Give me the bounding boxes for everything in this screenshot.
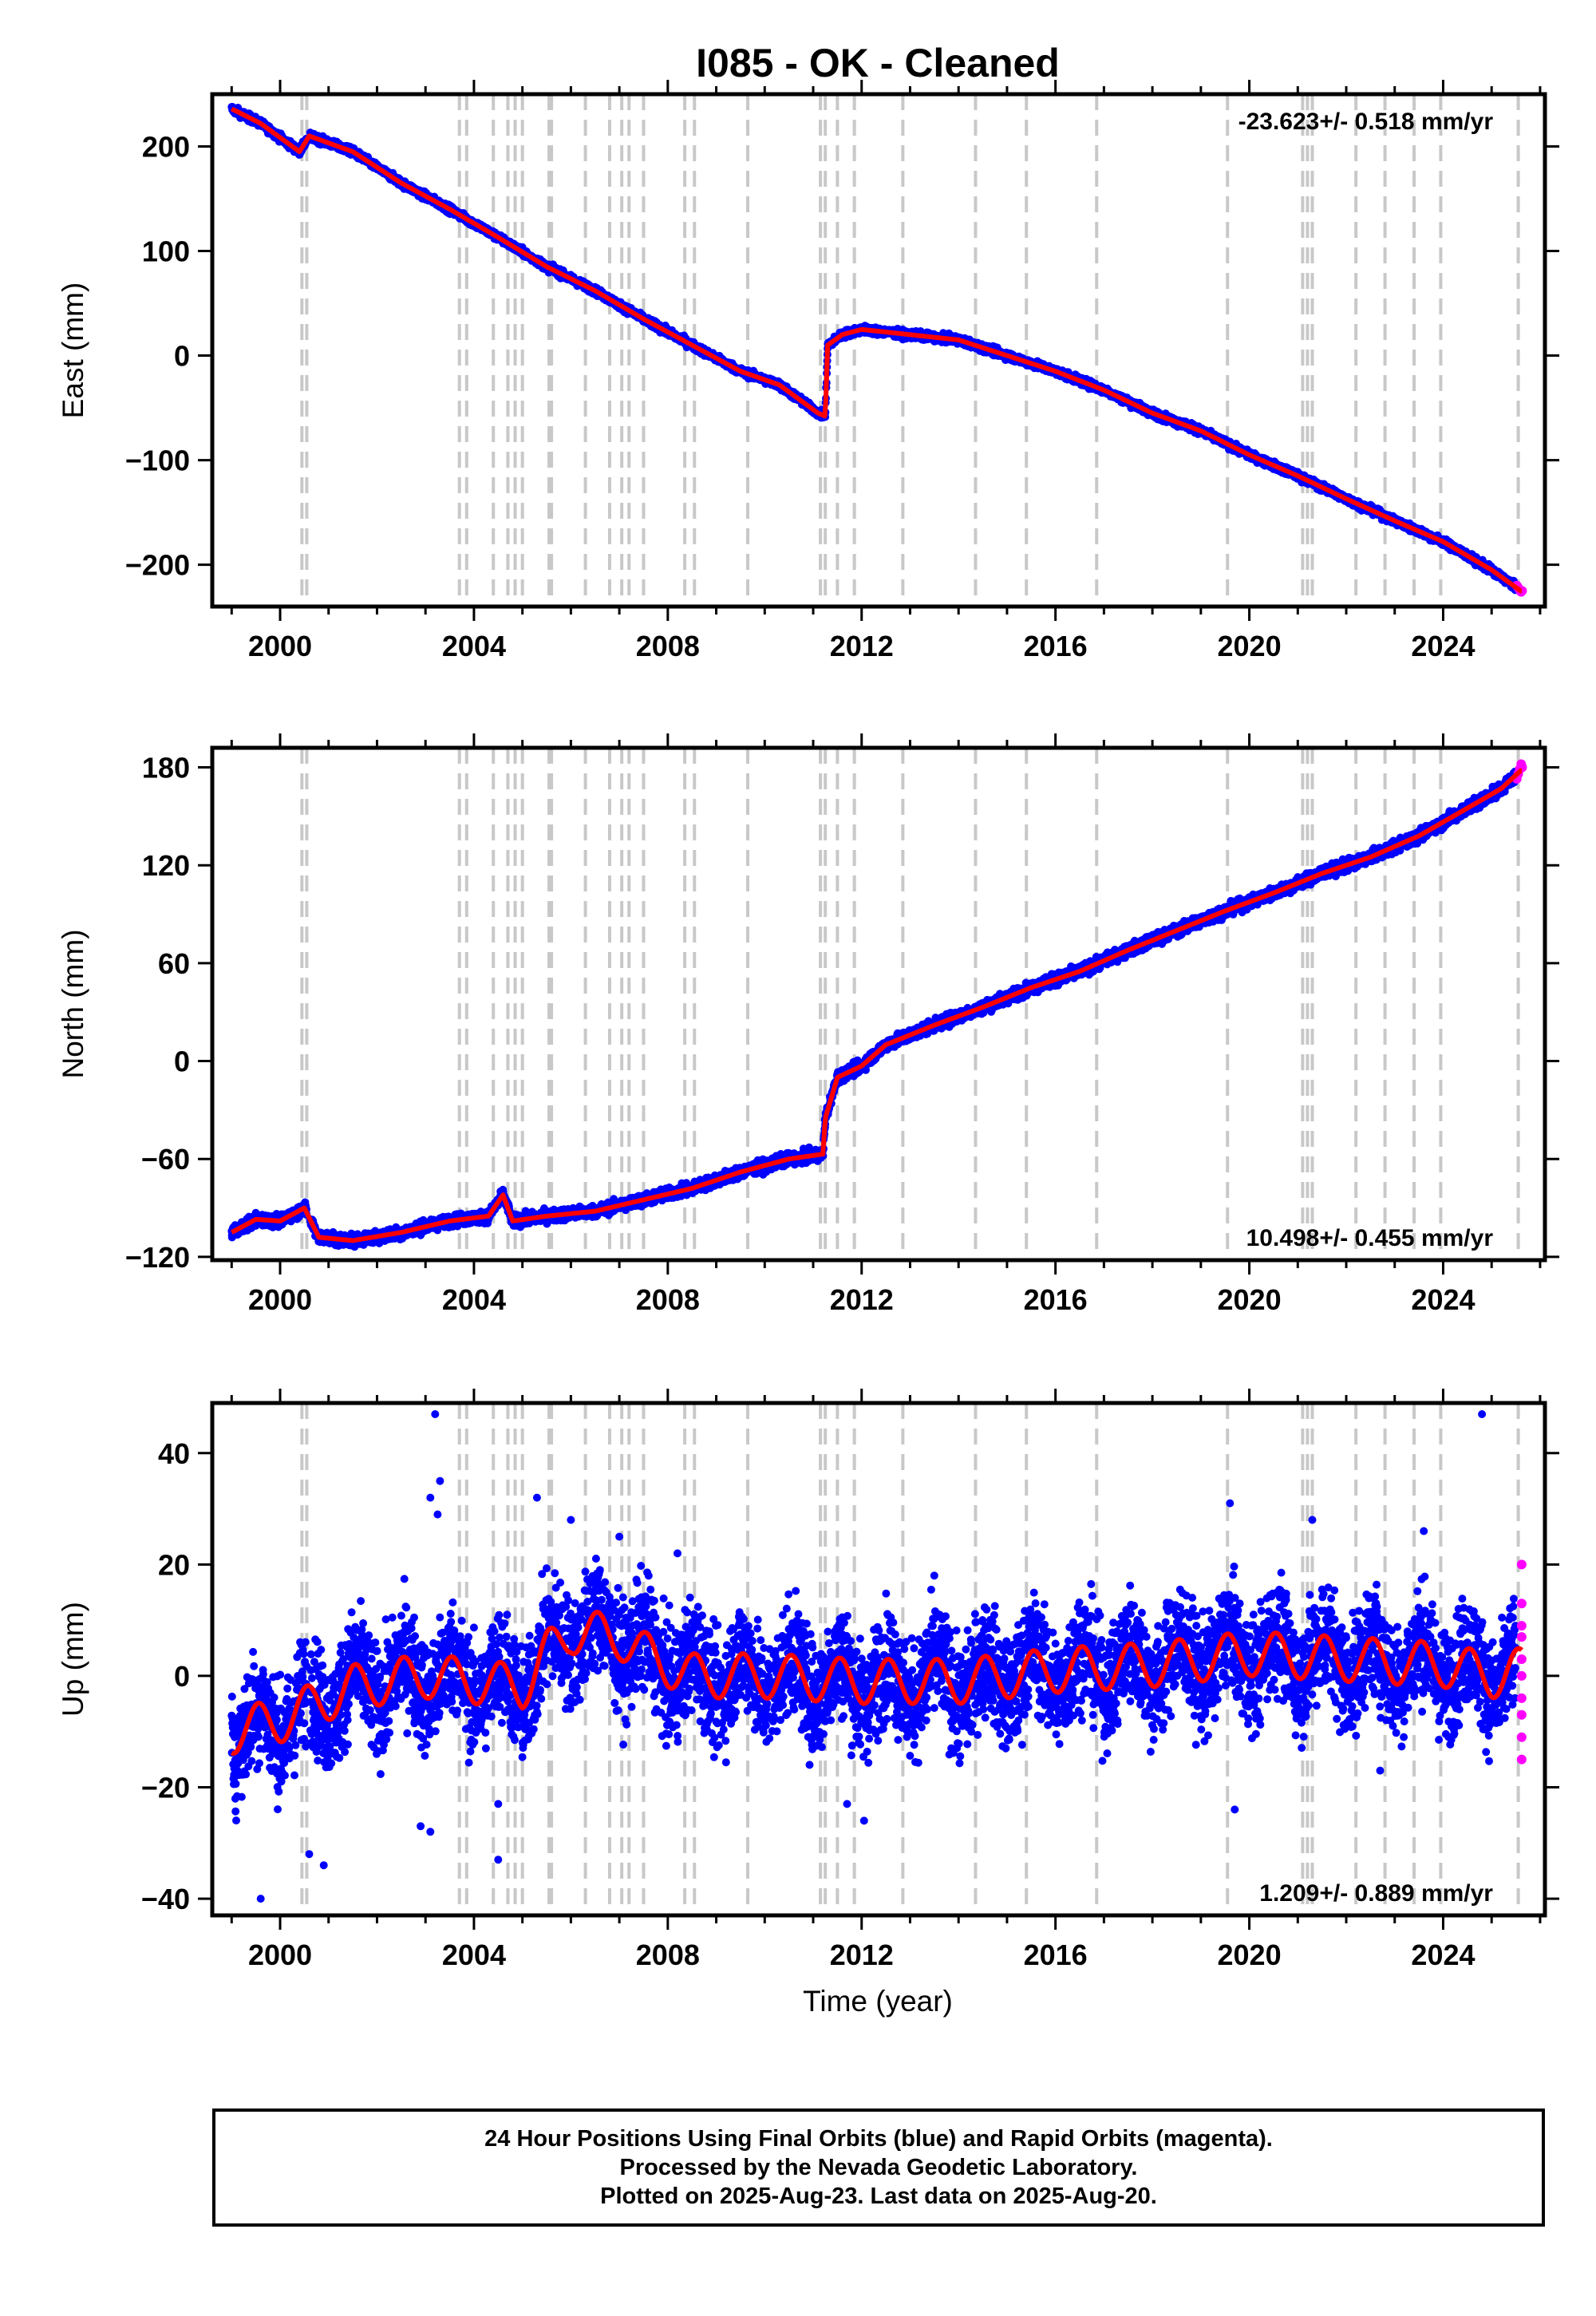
- x-axis-title: Time (year): [803, 1985, 953, 2018]
- x-tick-label: 2012: [830, 630, 894, 662]
- model-line: [230, 106, 1523, 594]
- y-tick-label: 20: [158, 1548, 190, 1581]
- rapid-orbit-point: [1516, 1621, 1527, 1631]
- plot-frame: [210, 92, 1547, 609]
- x-tick-label: 2008: [636, 1283, 700, 1316]
- final-orbit-points: [227, 103, 1520, 595]
- x-tick-label: 2004: [442, 630, 506, 662]
- y-tick-label: 200: [142, 131, 190, 164]
- x-tick-label: 2020: [1218, 1939, 1282, 1971]
- plot-area: [227, 748, 1527, 1260]
- x-tick-label: 2000: [248, 630, 312, 662]
- rapid-orbit-point: [1516, 1693, 1527, 1703]
- y-tick-label: −20: [141, 1772, 190, 1804]
- y-tick-label: −120: [125, 1241, 190, 1274]
- caption-box: 24 Hour Positions Using Final Orbits (bl…: [212, 2109, 1545, 2227]
- y-tick-label: 60: [158, 947, 190, 980]
- x-tick-label: 2016: [1024, 1283, 1088, 1316]
- x-tick-label: 2012: [830, 1939, 894, 1971]
- rapid-orbit-point: [1516, 1599, 1527, 1609]
- figure-title: I085 - OK - Cleaned: [696, 41, 1060, 85]
- x-tick-label: 2024: [1411, 1939, 1475, 1971]
- rapid-orbit-point: [1516, 1754, 1527, 1765]
- velocity-label: 10.498+/- 0.455 mm/yr: [1246, 1225, 1494, 1251]
- rapid-orbit-point: [1516, 1632, 1527, 1642]
- final-orbit-points: [227, 767, 1520, 1251]
- x-tick-label: 2016: [1024, 1939, 1088, 1971]
- y-axis-title: Up (mm): [57, 1602, 89, 1717]
- rapid-orbit-point: [1516, 1670, 1527, 1681]
- y-axis-title: East (mm): [57, 283, 89, 419]
- y-tick-label: 0: [174, 340, 190, 373]
- y-tick-label: 100: [142, 235, 190, 268]
- x-tick-label: 2000: [248, 1283, 312, 1316]
- y-axis-title: North (mm): [57, 929, 89, 1078]
- rapid-orbit-point: [1516, 1559, 1527, 1570]
- y-tick-label: 120: [142, 849, 190, 882]
- caption-line-1: 24 Hour Positions Using Final Orbits (bl…: [484, 2126, 1273, 2152]
- x-tick-label: 2004: [442, 1939, 506, 1971]
- x-tick-label: 2020: [1218, 1283, 1282, 1316]
- caption-line-3: Plotted on 2025-Aug-23. Last data on 202…: [600, 2184, 1157, 2209]
- plot-area: [227, 94, 1527, 607]
- velocity-label: 1.209+/- 0.889 mm/yr: [1259, 1880, 1493, 1907]
- x-tick-label: 2008: [636, 630, 700, 662]
- y-tick-label: −200: [125, 549, 190, 582]
- model-line: [230, 768, 1523, 1243]
- velocity-label: -23.623+/- 0.518 mm/yr: [1238, 109, 1494, 135]
- x-tick-label: 2004: [442, 1283, 506, 1316]
- x-tick-label: 2020: [1218, 630, 1282, 662]
- final-orbit-points: [227, 1410, 1520, 1903]
- plot-frame: [210, 1401, 1547, 1918]
- y-tick-label: 40: [158, 1437, 190, 1470]
- x-tick-label: 2024: [1411, 630, 1475, 662]
- x-tick-label: 2016: [1024, 630, 1088, 662]
- plot-area: [227, 1403, 1527, 1915]
- rapid-orbit-point: [1516, 1732, 1527, 1742]
- panel-1: 2000 2004 2008 2012 2016 2020 2024 −120 −60 0 60 12…: [57, 733, 1559, 1316]
- panel-2: 2000 2004 2008 2012 2016 2020 2024 −40 −20 0 20 40 U…: [57, 1389, 1559, 1971]
- plot-frame: [210, 745, 1547, 1263]
- y-tick-label: −40: [141, 1883, 190, 1915]
- y-tick-label: 180: [142, 752, 190, 785]
- rapid-orbit-point: [1516, 1709, 1527, 1720]
- rapid-orbit-point: [1516, 1654, 1527, 1664]
- caption-line-2: Processed by the Nevada Geodetic Laborat…: [619, 2155, 1138, 2180]
- panel-0: 2000 2004 2008 2012 2016 2020 2024 −200 −100 0 100…: [57, 80, 1559, 662]
- y-tick-label: −60: [141, 1143, 190, 1176]
- x-tick-label: 2000: [248, 1939, 312, 1971]
- x-tick-label: 2008: [636, 1939, 700, 1971]
- x-tick-label: 2024: [1411, 1283, 1475, 1316]
- y-tick-label: 0: [174, 1660, 190, 1693]
- y-tick-label: −100: [125, 445, 190, 477]
- model-line: [230, 1610, 1524, 1756]
- y-tick-label: 0: [174, 1045, 190, 1078]
- x-tick-label: 2012: [830, 1283, 894, 1316]
